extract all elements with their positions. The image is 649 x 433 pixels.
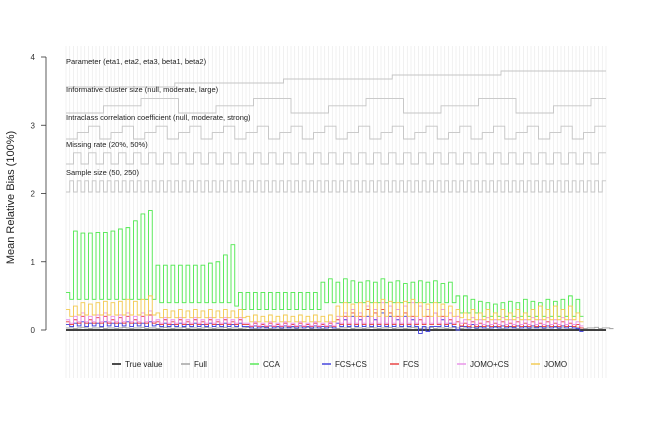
series-line-cca xyxy=(66,210,584,317)
parameter-step-line xyxy=(66,70,606,88)
parameter-row-label: Missing rate (20%, 50%) xyxy=(66,140,148,149)
y-tick-label: 2 xyxy=(31,190,36,199)
y-tick-label: 0 xyxy=(31,326,36,335)
parameter-row-label: Informative cluster size (null, moderate… xyxy=(66,85,219,94)
parameter-row-label: Intraclass correlation coefficient (null… xyxy=(66,113,251,122)
series-line-jomo-cs xyxy=(66,302,584,327)
parameter-step-line xyxy=(66,180,606,193)
y-tick-label: 4 xyxy=(31,53,36,62)
legend-label: JOMO xyxy=(544,360,567,369)
y-tick-label: 3 xyxy=(31,121,36,130)
legend-label: CCA xyxy=(263,360,281,369)
parameter-row-label: Parameter (eta1, eta2, eta3, beta1, beta… xyxy=(66,57,207,66)
legend-label: True value xyxy=(125,360,163,369)
legend-label: JOMO+CS xyxy=(470,360,509,369)
y-tick-label: 1 xyxy=(31,258,36,267)
parameter-row-label: Sample size (50, 250) xyxy=(66,168,139,177)
parameter-step-line xyxy=(66,98,606,114)
legend: True value Full CCA FCS+CS FCS JOMO+CS JOMO xyxy=(112,360,567,369)
y-axis: 0 1 2 3 4 xyxy=(31,53,47,335)
parameter-step-line xyxy=(66,125,606,140)
parameter-step-line xyxy=(66,152,606,165)
legend-label: Full xyxy=(194,360,207,369)
y-axis-label: Mean Relative Bias (100%) xyxy=(5,131,17,264)
legend-label: FCS+CS xyxy=(335,360,367,369)
legend-label: FCS xyxy=(403,360,419,369)
parameter-indicator-panel: Parameter (eta1, eta2, eta3, beta1, beta… xyxy=(66,57,606,193)
series-line-jomo xyxy=(66,295,584,323)
series-lines xyxy=(66,210,614,334)
